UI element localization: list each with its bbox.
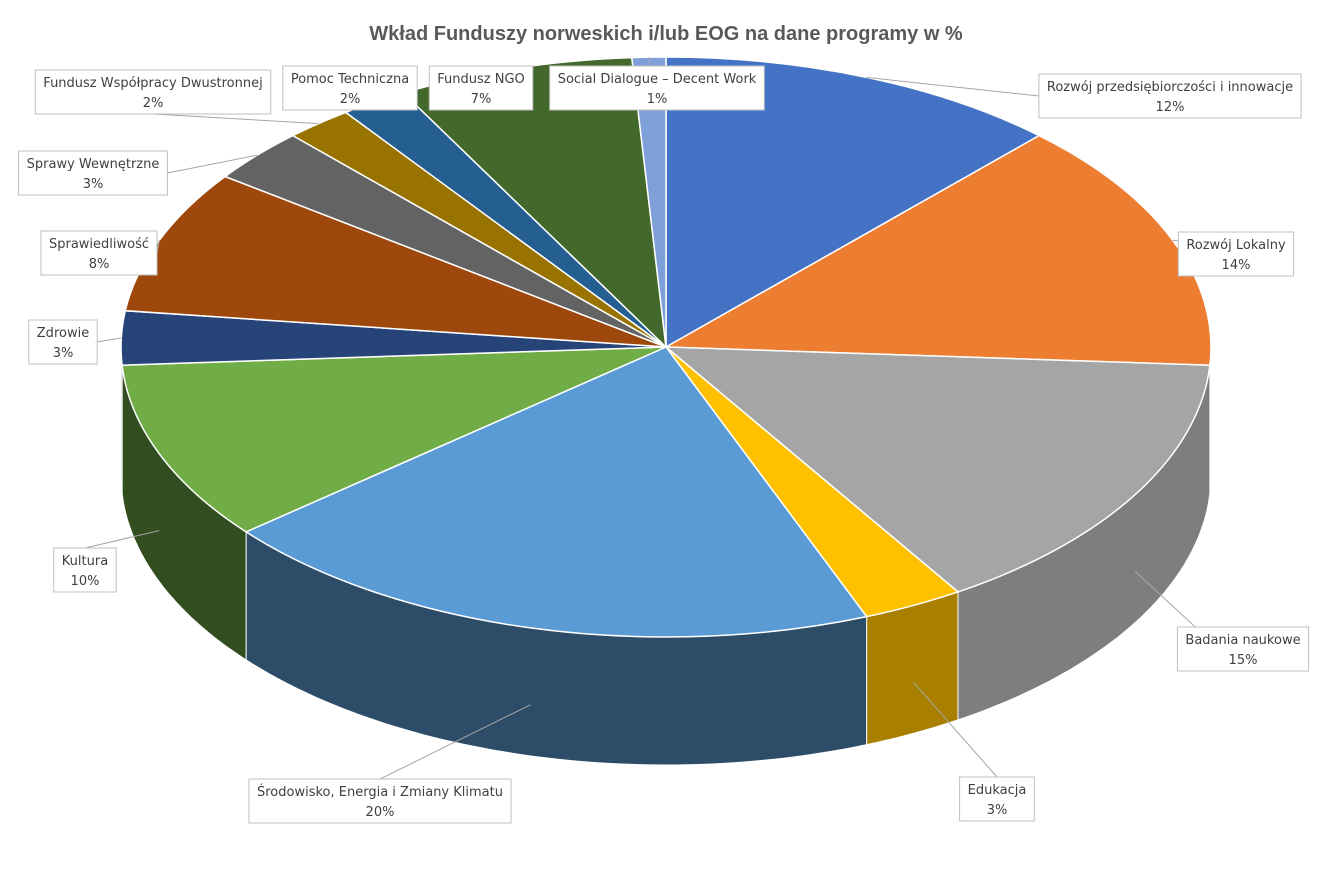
slice-percent-label-0: 12% xyxy=(1156,100,1185,115)
data-label-box-4 xyxy=(248,778,512,824)
leader-line-4 xyxy=(379,704,531,780)
slice-percent-label-3: 3% xyxy=(987,803,1008,818)
data-label-box-5 xyxy=(53,547,117,593)
slice-side-3 xyxy=(866,591,959,746)
slice-name-label-8: Sprawy Wewnętrzne xyxy=(27,157,160,172)
slice-4 xyxy=(244,346,868,638)
data-label-box-9 xyxy=(34,69,272,115)
slice-percent-label-4: 20% xyxy=(366,805,395,820)
slice-percent-label-11: 7% xyxy=(471,92,492,107)
slice-2 xyxy=(663,346,1211,593)
slice-1 xyxy=(663,134,1212,366)
leader-line-9 xyxy=(152,113,319,125)
slice-percent-label-9: 2% xyxy=(143,96,164,111)
pie-tops xyxy=(120,56,1212,638)
slice-name-label-5: Kultura xyxy=(62,554,108,569)
slice-5 xyxy=(121,346,667,533)
slice-name-label-3: Edukacja xyxy=(968,783,1027,798)
leader-line-8 xyxy=(167,154,258,174)
slice-name-label-9: Fundusz Współpracy Dwustronnej xyxy=(43,76,262,91)
slice-name-label-12: Social Dialogue – Decent Work xyxy=(558,72,757,87)
slice-percent-label-6: 3% xyxy=(53,346,74,361)
slice-percent-label-12: 1% xyxy=(647,92,668,107)
data-label-box-10 xyxy=(282,65,418,111)
data-label-box-11 xyxy=(428,65,534,111)
data-label-box-2 xyxy=(1176,626,1310,672)
slice-percent-label-1: 14% xyxy=(1222,258,1251,273)
slice-name-label-10: Pomoc Techniczna xyxy=(291,72,409,87)
slice-name-label-11: Fundusz NGO xyxy=(437,72,525,87)
slice-percent-label-8: 3% xyxy=(83,177,104,192)
leader-line-6 xyxy=(97,337,122,343)
chart-title: Wkład Funduszy norweskich i/lub EOG na d… xyxy=(369,23,963,45)
data-label-box-7 xyxy=(40,230,158,276)
slice-name-label-6: Zdrowie xyxy=(37,326,89,341)
slice-name-label-1: Rozwój Lokalny xyxy=(1186,238,1286,253)
data-label-box-3 xyxy=(959,776,1035,822)
slice-percent-label-2: 15% xyxy=(1229,653,1258,668)
data-label-box-0 xyxy=(1038,73,1302,119)
data-label-box-6 xyxy=(28,319,98,365)
slice-percent-label-5: 10% xyxy=(71,574,100,589)
leader-line-3 xyxy=(913,681,998,778)
slice-name-label-0: Rozwój przedsiębiorczości i innowacje xyxy=(1047,80,1293,95)
slice-name-label-2: Badania naukowe xyxy=(1185,633,1300,648)
leader-line-0 xyxy=(866,76,1039,97)
data-label-box-8 xyxy=(18,150,168,196)
slice-name-label-4: Środowisko, Energia i Zmiany Klimatu xyxy=(257,784,503,800)
slice-percent-label-7: 8% xyxy=(89,257,110,272)
data-label-box-1 xyxy=(1177,231,1295,277)
data-labels: Rozwój przedsiębiorczości i innowacje 12%… xyxy=(18,65,1310,824)
slice-percent-label-10: 2% xyxy=(340,92,361,107)
data-label-box-12 xyxy=(549,65,765,111)
leader-line-5 xyxy=(84,530,160,549)
slice-name-label-7: Sprawiedliwość xyxy=(49,237,149,252)
